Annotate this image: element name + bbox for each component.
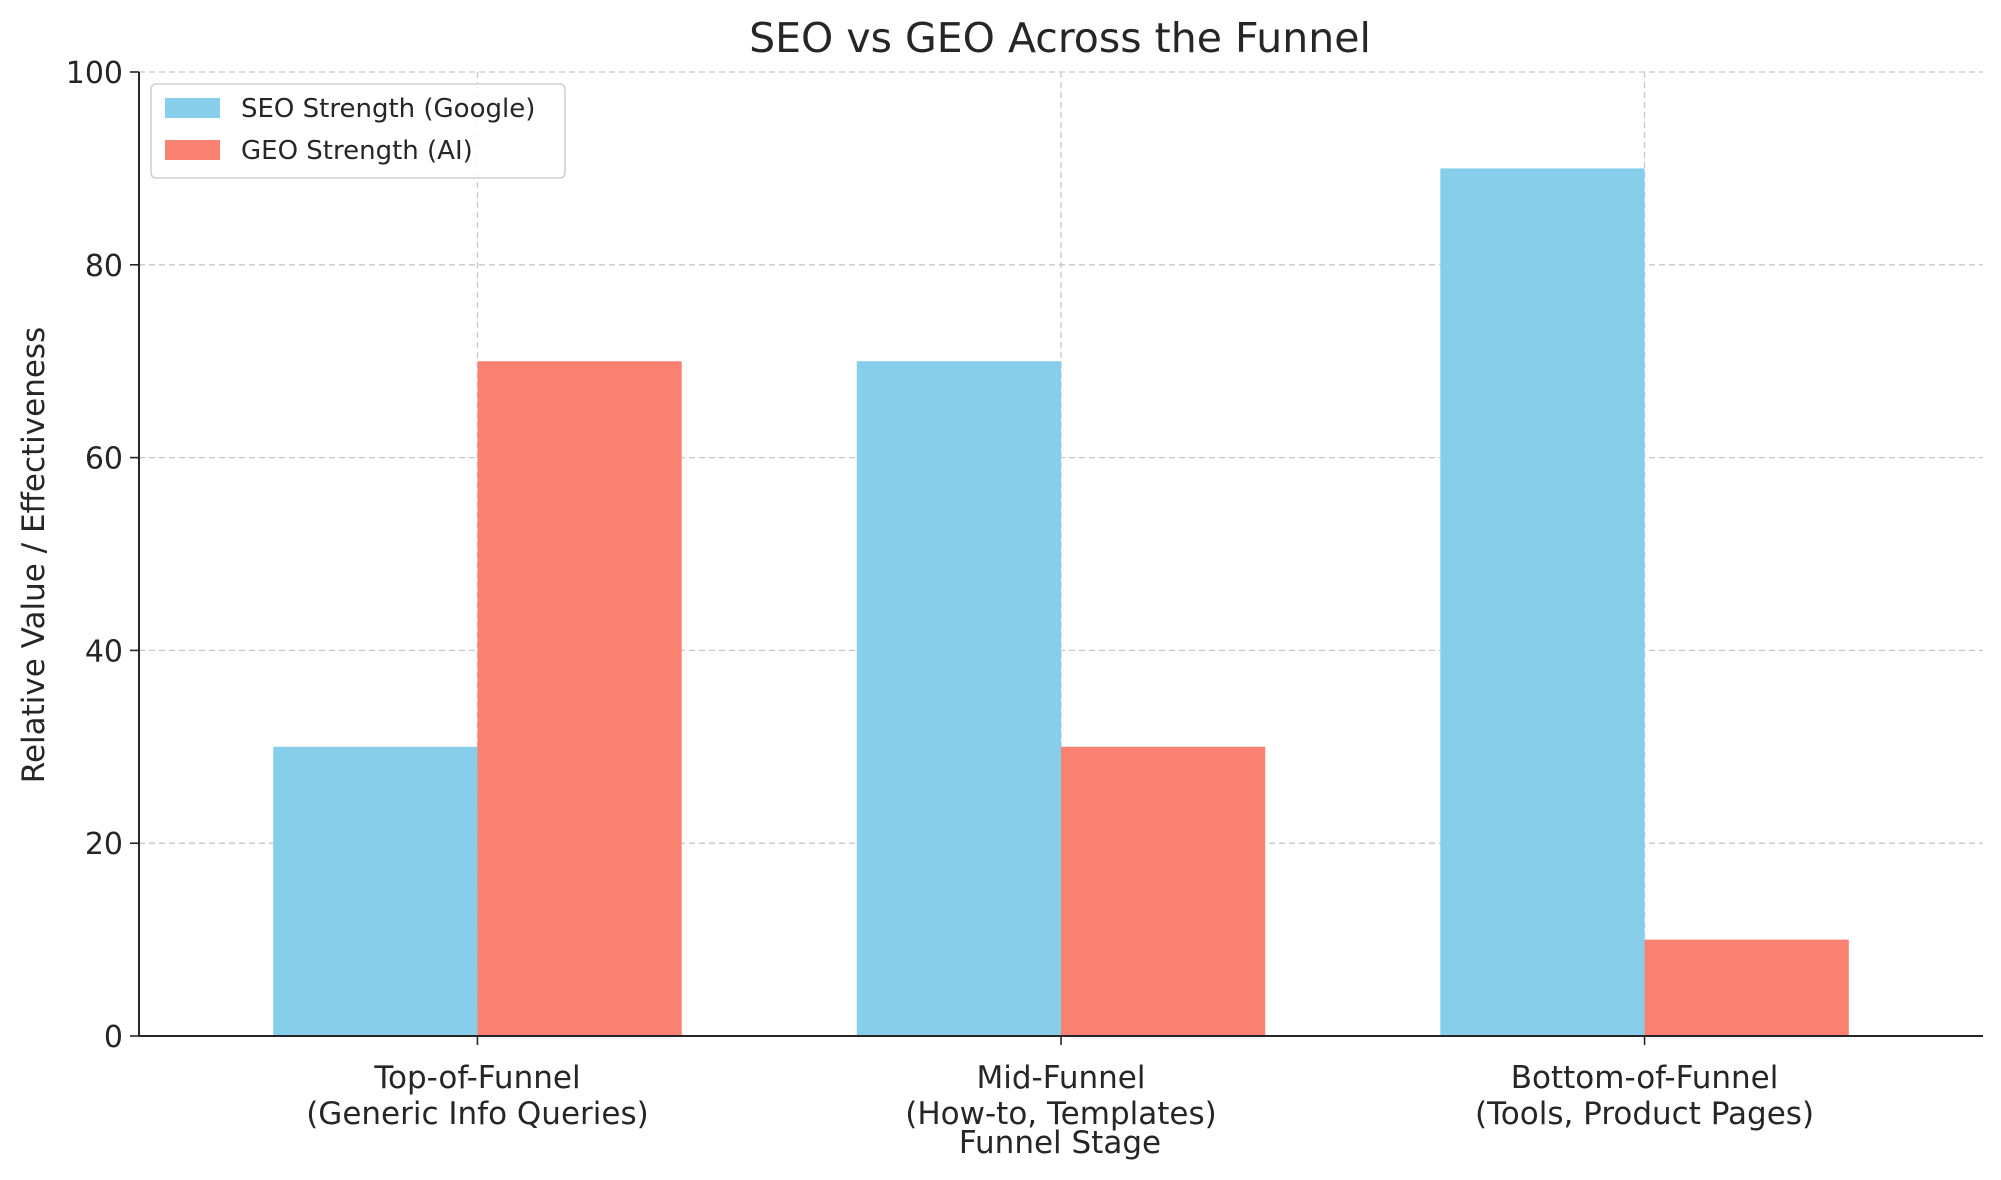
y-tick-label: 20 <box>85 827 123 862</box>
x-axis-label: Funnel Stage <box>959 1125 1161 1161</box>
y-tick-label: 40 <box>85 634 123 669</box>
legend-label: GEO Strength (AI) <box>241 136 473 166</box>
bar-geo <box>1644 939 1849 1036</box>
y-tick-label: 0 <box>104 1020 123 1055</box>
x-tick-label: Bottom-of-Funnel <box>1511 1060 1779 1096</box>
bar-geo <box>477 361 682 1036</box>
bar-seo <box>856 361 1061 1036</box>
chart-title: SEO vs GEO Across the Funnel <box>749 14 1371 62</box>
legend-swatch <box>165 98 220 118</box>
bar-geo <box>1061 746 1266 1036</box>
x-tick-label: Mid-Funnel <box>977 1060 1146 1096</box>
y-axis-ticks: 0 20 40 60 80 100 <box>66 56 139 1055</box>
x-tick-label: (Generic Info Queries) <box>306 1096 648 1132</box>
y-tick-label: 80 <box>85 249 123 284</box>
bar-seo <box>1440 168 1645 1036</box>
y-tick-label: 100 <box>66 56 123 91</box>
bars <box>273 168 1849 1036</box>
legend-label: SEO Strength (Google) <box>241 94 535 124</box>
legend: SEO Strength (Google) GEO Strength (AI) <box>150 83 566 179</box>
legend-swatch <box>165 140 220 160</box>
legend-box <box>150 83 566 179</box>
y-axis-label: Relative Value / Effectiveness <box>16 327 52 783</box>
x-tick-label: (Tools, Product Pages) <box>1475 1096 1814 1132</box>
y-tick-label: 60 <box>85 442 123 477</box>
x-tick-label: Top-of-Funnel <box>373 1060 580 1096</box>
bar-seo <box>273 746 478 1036</box>
x-axis-ticks: Top-of-Funnel(Generic Info Queries) Mid-F… <box>306 1036 1814 1132</box>
x-tick-label: (How-to, Templates) <box>905 1096 1216 1132</box>
